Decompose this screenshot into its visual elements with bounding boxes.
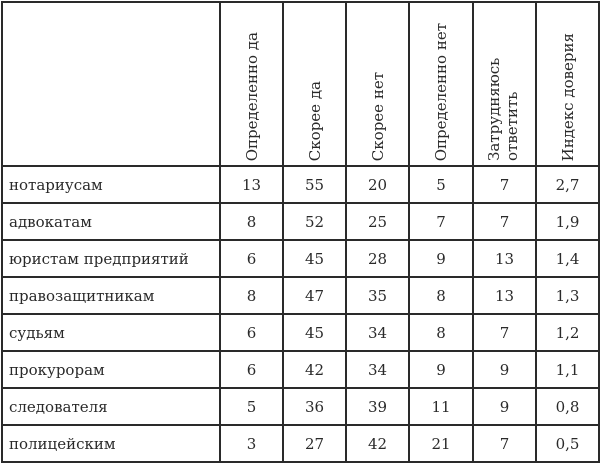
- value-cell: 0,8: [535, 387, 600, 426]
- value-cell: 0,5: [535, 424, 600, 463]
- value-cell: 2,7: [535, 165, 600, 204]
- row-label: прокурорам: [1, 350, 221, 389]
- value-cell: 25: [345, 202, 410, 241]
- value-cell: 7: [472, 313, 537, 352]
- row-label: адвокатам: [1, 202, 221, 241]
- header-label: Скорее да: [305, 80, 324, 161]
- row-label: нотариусам: [1, 165, 221, 204]
- value-cell: 28: [345, 239, 410, 278]
- value-cell: 6: [219, 350, 284, 389]
- value-cell: 42: [345, 424, 410, 463]
- header-label: Определенно да: [242, 31, 261, 161]
- row-label: следователя: [1, 387, 221, 426]
- value-cell: 9: [408, 239, 474, 278]
- value-cell: 34: [345, 313, 410, 352]
- header-cell: Определенно нет: [408, 1, 474, 167]
- row-label: судьям: [1, 313, 221, 352]
- value-cell: 21: [408, 424, 474, 463]
- value-cell: 1,2: [535, 313, 600, 352]
- value-cell: 7: [472, 202, 537, 241]
- header-row: Определенно да Скорее да Скорее нет Опре…: [1, 1, 600, 167]
- header-label: Индекс доверия: [558, 32, 577, 161]
- value-cell: 45: [282, 239, 347, 278]
- value-cell: 9: [472, 350, 537, 389]
- header-cell: Скорее да: [282, 1, 347, 167]
- row-label: юристам предприятий: [1, 239, 221, 278]
- row-label: полицейским: [1, 424, 221, 463]
- value-cell: 8: [219, 276, 284, 315]
- value-cell: 27: [282, 424, 347, 463]
- table-row: полицейским 3 27 42 21 7 0,5: [1, 424, 600, 463]
- value-cell: 8: [408, 276, 474, 315]
- value-cell: 55: [282, 165, 347, 204]
- table-row: юристам предприятий 6 45 28 9 13 1,4: [1, 239, 600, 278]
- value-cell: 6: [219, 239, 284, 278]
- table-row: судьям 6 45 34 8 7 1,2: [1, 313, 600, 352]
- header-cell: Скорее нет: [345, 1, 410, 167]
- header-label: Определенно нет: [432, 22, 450, 161]
- value-cell: 13: [219, 165, 284, 204]
- value-cell: 11: [408, 387, 474, 426]
- header-empty-cell: [1, 1, 221, 167]
- value-cell: 8: [408, 313, 474, 352]
- value-cell: 6: [219, 313, 284, 352]
- value-cell: 13: [472, 239, 537, 278]
- value-cell: 3: [219, 424, 284, 463]
- value-cell: 35: [345, 276, 410, 315]
- header-cell: Индекс доверия: [535, 1, 600, 167]
- value-cell: 34: [345, 350, 410, 389]
- value-cell: 13: [472, 276, 537, 315]
- table-row: нотариусам 13 55 20 5 7 2,7: [1, 165, 600, 204]
- value-cell: 9: [408, 350, 474, 389]
- value-cell: 1,3: [535, 276, 600, 315]
- value-cell: 7: [408, 202, 474, 241]
- value-cell: 1,4: [535, 239, 600, 278]
- table-row: прокурорам 6 42 34 9 9 1,1: [1, 350, 600, 389]
- row-label: правозащитникам: [1, 276, 221, 315]
- header-cell: Затрудняюсь ответить: [472, 1, 537, 167]
- value-cell: 1,1: [535, 350, 600, 389]
- value-cell: 39: [345, 387, 410, 426]
- trust-table: Определенно да Скорее да Скорее нет Опре…: [1, 1, 600, 463]
- value-cell: 1,9: [535, 202, 600, 241]
- value-cell: 42: [282, 350, 347, 389]
- value-cell: 7: [472, 165, 537, 204]
- table-row: правозащитникам 8 47 35 8 13 1,3: [1, 276, 600, 315]
- table-row: адвокатам 8 52 25 7 7 1,9: [1, 202, 600, 241]
- value-cell: 47: [282, 276, 347, 315]
- header-cell: Определенно да: [219, 1, 284, 167]
- value-cell: 7: [472, 424, 537, 463]
- table-row: следователя 5 36 39 11 9 0,8: [1, 387, 600, 426]
- value-cell: 5: [408, 165, 474, 204]
- header-label: Затрудняюсь ответить: [484, 57, 521, 161]
- value-cell: 52: [282, 202, 347, 241]
- value-cell: 8: [219, 202, 284, 241]
- value-cell: 45: [282, 313, 347, 352]
- header-label: Скорее нет: [368, 71, 387, 161]
- value-cell: 20: [345, 165, 410, 204]
- value-cell: 36: [282, 387, 347, 426]
- value-cell: 9: [472, 387, 537, 426]
- value-cell: 5: [219, 387, 284, 426]
